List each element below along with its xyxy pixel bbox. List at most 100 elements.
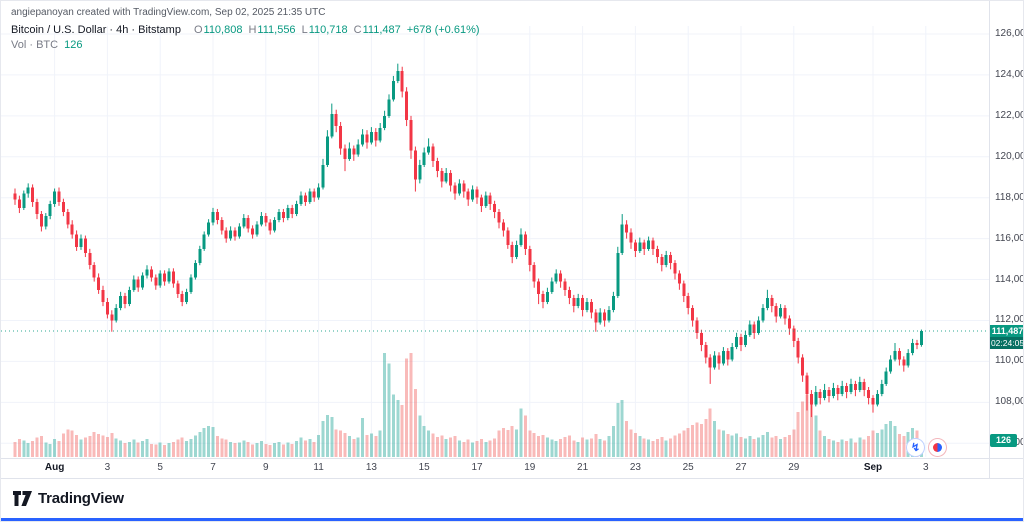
time-axis-label: 13 [365, 462, 377, 473]
volume-bar [545, 437, 549, 457]
volume-bar [796, 412, 800, 457]
candle-body [779, 308, 783, 317]
candle-body [576, 297, 580, 307]
volume-bar [880, 429, 884, 457]
volume-bar [515, 429, 519, 457]
volume-bar [739, 436, 743, 457]
volume-bar [664, 440, 668, 457]
candle-body [391, 81, 395, 100]
volume-bar [202, 427, 206, 457]
candle-body [405, 91, 409, 120]
time-axis-label: 19 [524, 462, 536, 473]
candle-body [598, 312, 602, 323]
candle-body [669, 254, 673, 264]
volume-bar [400, 405, 404, 457]
candle-body [132, 279, 136, 290]
candle-body [97, 277, 101, 290]
symbol-title[interactable]: Bitcoin / U.S. Dollar · 4h · Bitstamp [11, 24, 181, 36]
volume-bar [647, 439, 651, 457]
candle-body [708, 357, 712, 368]
candle-body [655, 248, 659, 258]
volume-bar [598, 439, 602, 457]
volume-bar [312, 441, 316, 457]
volume-bar [75, 434, 79, 457]
candle-body [532, 265, 536, 282]
volume-bar [589, 438, 593, 457]
volume-bar [325, 414, 329, 457]
candle-body [642, 242, 646, 249]
volume-bar [101, 435, 105, 457]
tradingview-logo[interactable]: TradingView [13, 490, 124, 507]
volume-bar [61, 433, 65, 457]
reaction-button[interactable] [929, 439, 946, 456]
volume-legend[interactable]: Vol · BTC 126 [11, 39, 82, 51]
candle-body [237, 226, 241, 237]
candle-body [290, 207, 294, 215]
candle-body [61, 201, 65, 213]
volume-bar [875, 432, 879, 457]
candle-body [818, 392, 822, 399]
candle-body [787, 318, 791, 329]
volume-bar [361, 418, 365, 457]
candle-body [589, 302, 593, 313]
candle-body [22, 193, 26, 208]
time-axis-label: Sep [863, 462, 883, 473]
time-axis-label: 3 [923, 462, 929, 473]
volume-bar [523, 415, 527, 457]
candle-body [611, 295, 615, 311]
candle-body [761, 308, 765, 321]
price-axis-label: 112,000 [995, 314, 1023, 326]
volume-bar [717, 429, 721, 457]
volume-bar [35, 437, 39, 457]
candle-body [273, 220, 277, 231]
candle-body [735, 336, 739, 348]
price-axis-label: 108,000 [995, 396, 1023, 408]
price-axis[interactable]: 126,000 124,000 122,000 120,000 118,000 116,0… [990, 1, 1023, 458]
candle-body [840, 385, 844, 395]
candle-body [352, 148, 356, 155]
volume-bar [726, 434, 730, 457]
time-axis[interactable]: Aug 3 5 7 9 11 13 15 17 19 21 23 25 27 29 Sep 3 [1, 459, 989, 478]
volume-bar [893, 425, 897, 457]
candle-body [158, 273, 162, 286]
volume-bar [462, 441, 466, 457]
volume-bar [303, 440, 307, 457]
candle-body [915, 342, 919, 345]
volume-bar [431, 433, 435, 457]
candle-body [149, 269, 153, 278]
candle-body [176, 283, 180, 294]
volume-bar [299, 437, 303, 457]
volume-bar [779, 439, 783, 457]
candle-body [457, 183, 461, 194]
candle-body [893, 351, 897, 360]
volume-bar [576, 441, 580, 457]
boost-button[interactable]: ↯ [907, 439, 924, 456]
volume-bar [66, 429, 70, 457]
candle-body [462, 183, 466, 192]
volume-bar [818, 430, 822, 457]
volume-bar [471, 442, 475, 457]
candle-body [110, 314, 114, 321]
volume-bar [374, 436, 378, 457]
candle-body [171, 271, 175, 284]
candle-body [638, 242, 642, 251]
volume-bar [862, 439, 866, 457]
volume-bar [352, 439, 356, 457]
volume-bar [295, 441, 299, 457]
candle-body [255, 224, 259, 235]
candle-body [906, 353, 910, 366]
symbol-legend[interactable]: Bitcoin / U.S. Dollar · 4h · Bitstamp O … [11, 24, 480, 36]
time-axis-label: 27 [735, 462, 747, 473]
candle-body [889, 359, 893, 372]
volume-bar [259, 441, 263, 457]
volume-bar [180, 437, 184, 457]
candle-body [743, 334, 747, 346]
candle-body [75, 234, 79, 247]
candle-body [528, 248, 532, 266]
candle-body [726, 351, 730, 360]
volume-bar [413, 389, 417, 457]
candle-body [686, 295, 690, 309]
volume-bar [757, 437, 761, 457]
candle-body [572, 297, 576, 307]
